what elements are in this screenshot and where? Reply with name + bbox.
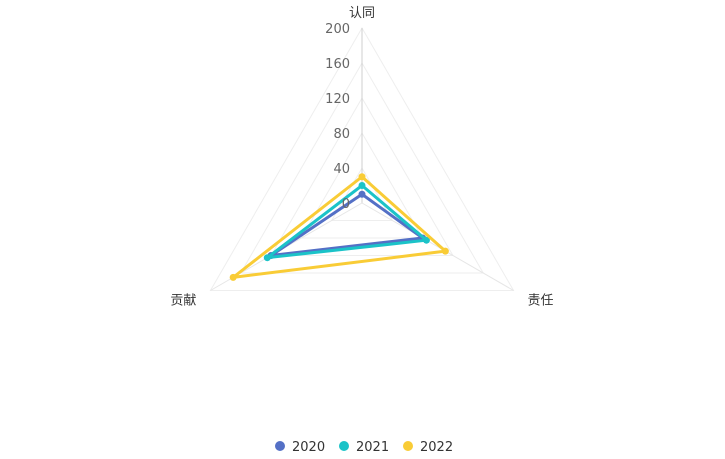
data-point[interactable] (358, 173, 366, 181)
legend-label: 2021 (356, 440, 389, 455)
data-point[interactable] (263, 254, 271, 262)
data-point[interactable] (358, 182, 366, 189)
legend-marker (339, 441, 349, 451)
legend-marker (275, 441, 285, 451)
tick-label: 200 (325, 22, 350, 37)
data-point[interactable] (229, 273, 237, 281)
series-line (265, 184, 428, 260)
grid-ring (270, 97, 454, 256)
radar-tick-labels: 0 40 80 120 160 200 (325, 22, 350, 212)
data-point[interactable] (422, 236, 430, 244)
series-line (269, 192, 425, 257)
tick-label: 40 (333, 162, 350, 177)
grid-ring (209, 26, 515, 291)
axis-line (361, 202, 514, 291)
grid-ring (300, 131, 424, 239)
axis-name: 贡献 (170, 294, 196, 309)
legend-label: 2022 (420, 440, 453, 455)
grid-ring (330, 166, 394, 221)
series-2022 (229, 173, 449, 281)
tick-label: 160 (325, 57, 350, 72)
series-2021 (263, 182, 430, 262)
tick-label: 80 (333, 127, 350, 142)
legend-item-2021[interactable]: 2021 (339, 440, 389, 455)
legend-marker (403, 441, 413, 451)
grid-ring (239, 62, 485, 274)
radar-grid (209, 26, 515, 291)
radar-series (229, 173, 449, 281)
legend: 2020 2021 2022 (275, 440, 453, 455)
legend-item-2022[interactable]: 2022 (403, 440, 453, 455)
legend-item-2020[interactable]: 2020 (275, 440, 325, 455)
data-point[interactable] (358, 190, 366, 198)
axis-name: 责任 (528, 294, 554, 309)
axis-name: 认同 (349, 6, 375, 21)
tick-label: 0 (342, 197, 350, 212)
data-point[interactable] (441, 247, 449, 255)
tick-label: 120 (325, 92, 350, 107)
legend-label: 2020 (292, 440, 325, 455)
radar-axes (210, 28, 514, 291)
series-line (231, 175, 447, 279)
